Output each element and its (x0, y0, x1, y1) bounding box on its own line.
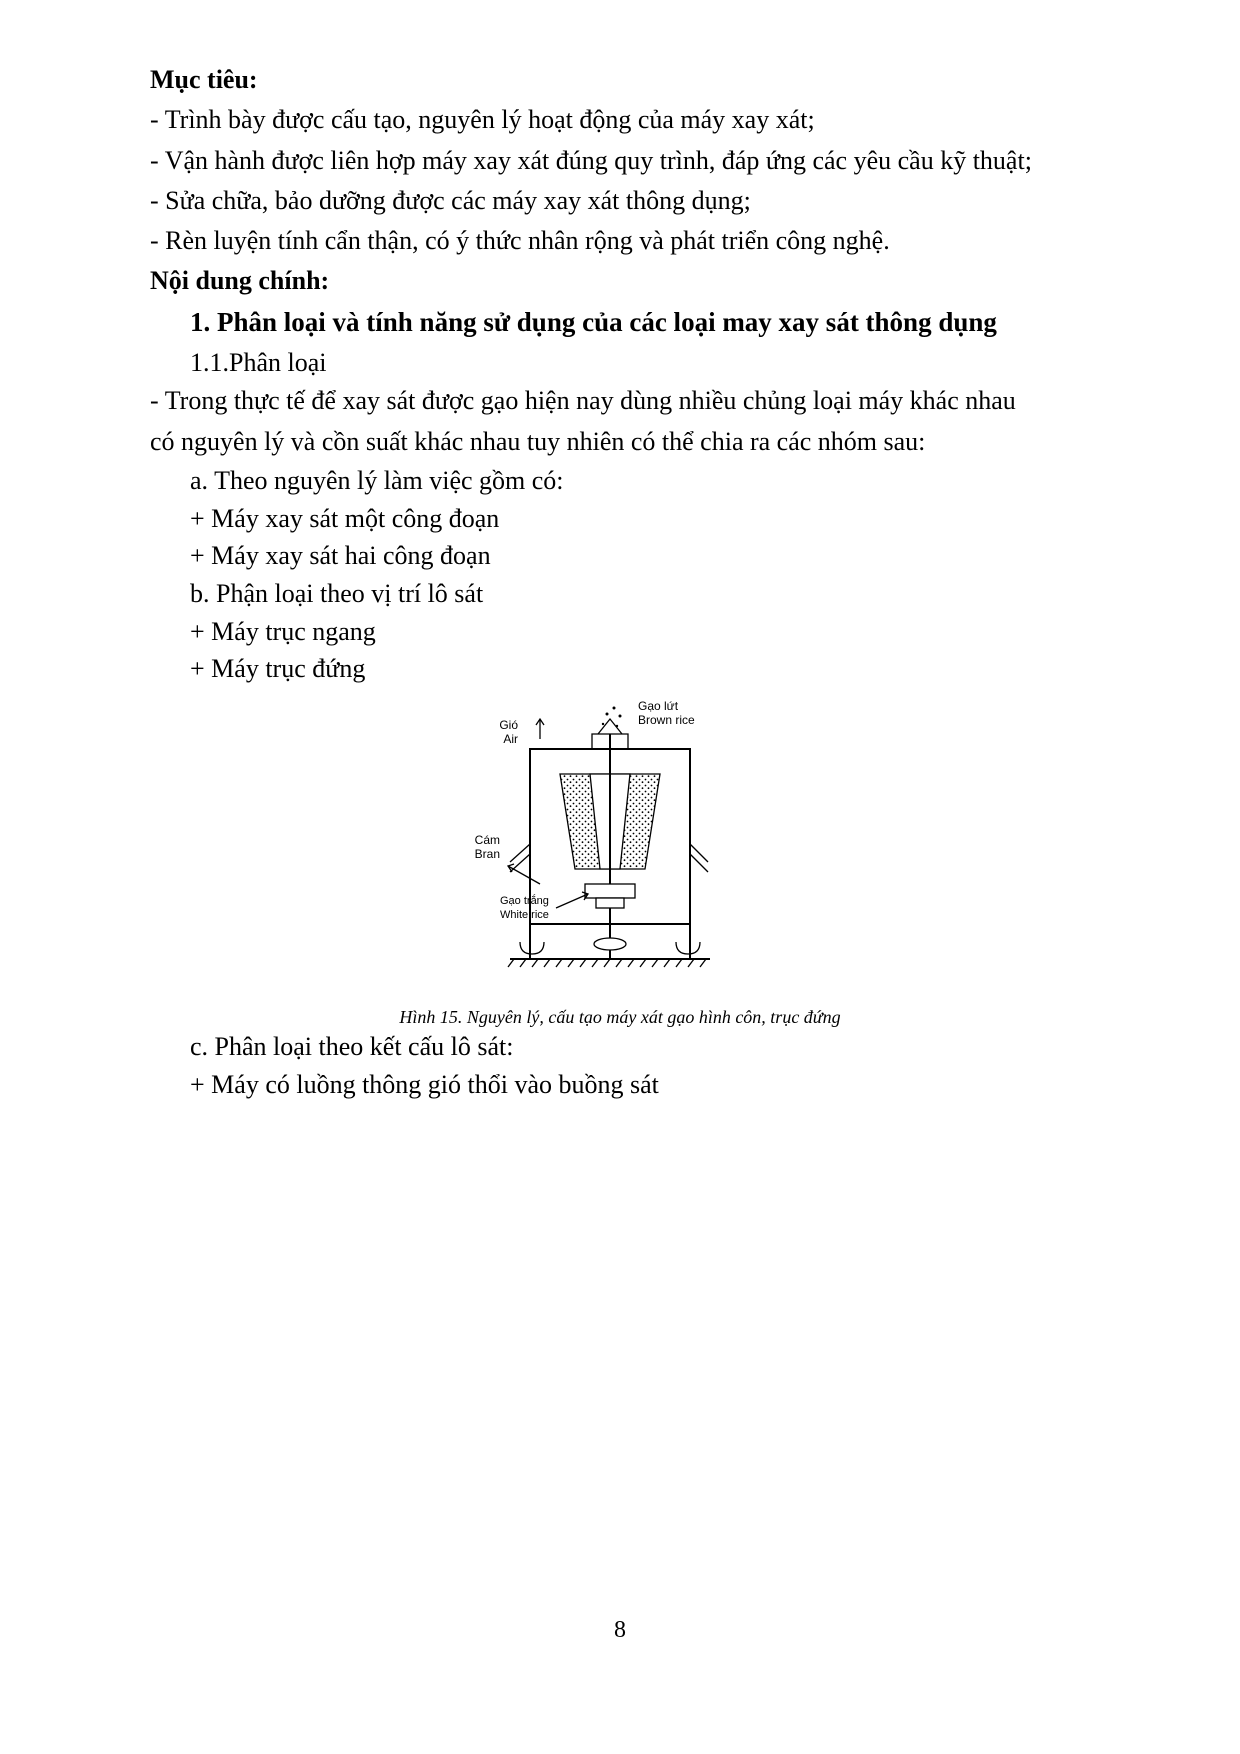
list-c: c. Phân loại theo kết cấu lô sát: (150, 1028, 1090, 1066)
heading-noidung: Nội dung chính: (150, 261, 1090, 301)
label-cam: Cám (475, 833, 500, 847)
page-number: 8 (0, 1617, 1240, 1644)
list-a: a. Theo nguyên lý làm việc gồm có: (150, 462, 1090, 500)
label-air: Air (503, 732, 518, 746)
muctieu-bullet-2: - Vận hành được liên hợp máy xay xát đún… (150, 141, 1090, 181)
figure-15-caption: Hình 15. Nguyên lý, cấu tạo máy xát gạo … (150, 1007, 1090, 1028)
list-a-item-1: + Máy xay sát một công đoạn (150, 500, 1090, 538)
muctieu-bullet-4: - Rèn luyện tính cẩn thận, có ý thức nhâ… (150, 221, 1090, 261)
section-1-1: 1.1.Phân loại (150, 344, 1090, 382)
intro-line-2: có nguyên lý và cồn suất khác nhau tuy n… (150, 422, 1090, 462)
label-gaolut: Gạo lứt (638, 699, 679, 713)
label-brownrice: Brown rice (638, 713, 695, 727)
list-c-item-1: + Máy có luồng thông gió thổi vào buồng … (150, 1066, 1090, 1104)
figure-15-svg: Gió Air Gạo lứt Brown rice Cám Bran Gạo … (470, 694, 770, 994)
page: Mục tiêu: - Trình bày được cấu tạo, nguy… (0, 0, 1240, 1754)
label-whiterice: White rice (500, 909, 549, 921)
list-b-item-2: + Máy trục đứng (150, 650, 1090, 688)
muctieu-bullet-1: - Trình bày được cấu tạo, nguyên lý hoạt… (150, 100, 1090, 140)
muctieu-bullet-3: - Sửa chữa, bảo dưỡng được các máy xay x… (150, 181, 1090, 221)
figure-15: Gió Air Gạo lứt Brown rice Cám Bran Gạo … (150, 694, 1090, 1028)
list-b: b. Phận loại theo vị trí lô sát (150, 575, 1090, 613)
intro-line-1: - Trong thực tế để xay sát được gạo hiện… (150, 381, 1090, 421)
list-b-item-1: + Máy trục ngang (150, 613, 1090, 651)
list-a-item-2: + Máy xay sát hai công đoạn (150, 537, 1090, 575)
label-gaotrang: Gạo trắng (500, 894, 549, 907)
section-1: 1. Phân loại và tính năng sử dụng của cá… (150, 302, 1090, 344)
heading-muctieu: Mục tiêu: (150, 60, 1090, 100)
label-bran: Bran (475, 847, 500, 861)
label-gio: Gió (499, 718, 518, 732)
